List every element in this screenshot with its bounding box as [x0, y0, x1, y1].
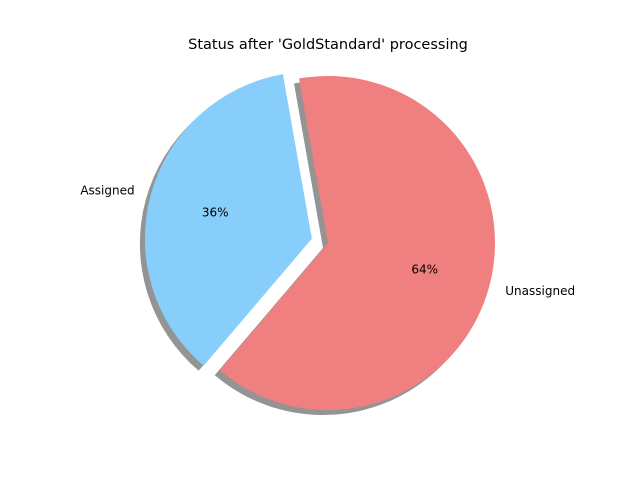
pie-slice-assigned — [144, 74, 312, 366]
slice-label-unassigned: Unassigned — [505, 284, 575, 298]
percent-label-unassigned: 64% — [411, 262, 438, 276]
slice-label-assigned: Assigned — [80, 183, 134, 197]
percent-labels: 36% 64% — [202, 205, 438, 276]
category-labels: Assigned Unassigned — [80, 183, 575, 298]
chart-title: Status after 'GoldStandard' processing — [188, 37, 468, 53]
pie-slice-unassigned — [219, 76, 495, 411]
percent-label-assigned: 36% — [202, 205, 229, 219]
pie-slices — [144, 74, 495, 411]
